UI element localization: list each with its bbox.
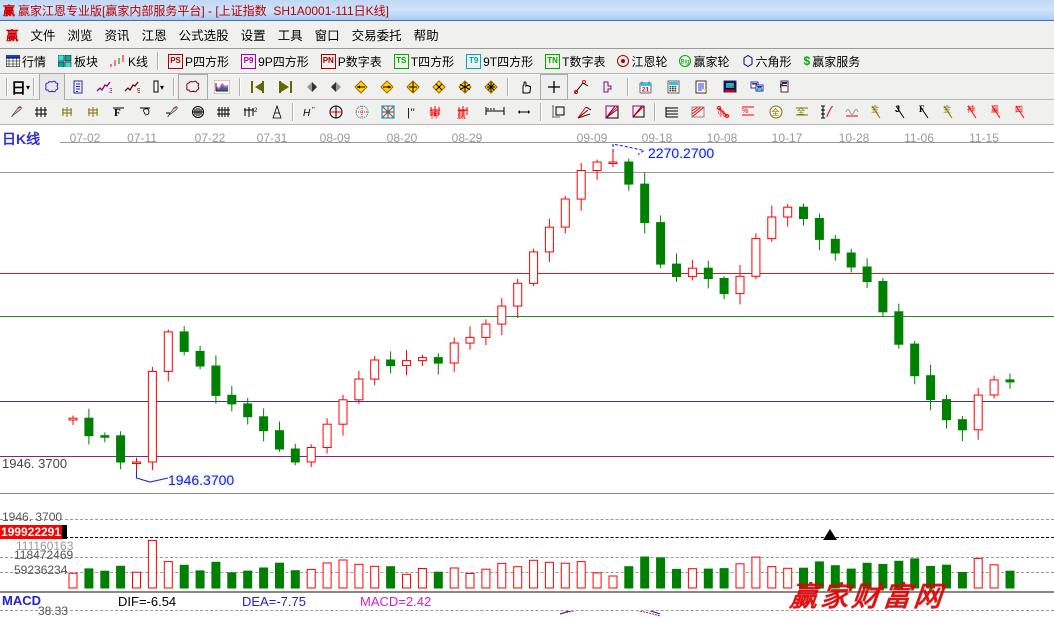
svg-text:2270.2700: 2270.2700: [648, 145, 714, 161]
svg-text:9: 9: [137, 88, 140, 94]
svg-text:赢: 赢: [991, 105, 999, 114]
svg-text:J: J: [895, 105, 900, 114]
svg-text:Big: Big: [681, 60, 690, 66]
svg-text:四: 四: [1015, 105, 1023, 114]
svg-text:全: 全: [797, 106, 805, 116]
svg-text:金: 金: [871, 105, 879, 114]
svg-text:1946.3700: 1946.3700: [168, 472, 234, 488]
svg-text:1946. 3700: 1946. 3700: [2, 456, 67, 471]
svg-text:F: F: [114, 107, 121, 118]
svg-text:H: H: [303, 108, 311, 118]
svg-text:F: F: [919, 105, 925, 114]
svg-text:%: %: [742, 108, 748, 115]
svg-text:21: 21: [642, 87, 650, 94]
svg-text:%: %: [718, 109, 726, 118]
svg-text:2: 2: [254, 108, 258, 114]
svg-text:金: 金: [943, 105, 951, 114]
svg-text:全: 全: [772, 107, 780, 117]
svg-text:'': '': [312, 107, 315, 114]
svg-text:3: 3: [109, 88, 112, 94]
svg-text:神: 神: [967, 105, 975, 114]
